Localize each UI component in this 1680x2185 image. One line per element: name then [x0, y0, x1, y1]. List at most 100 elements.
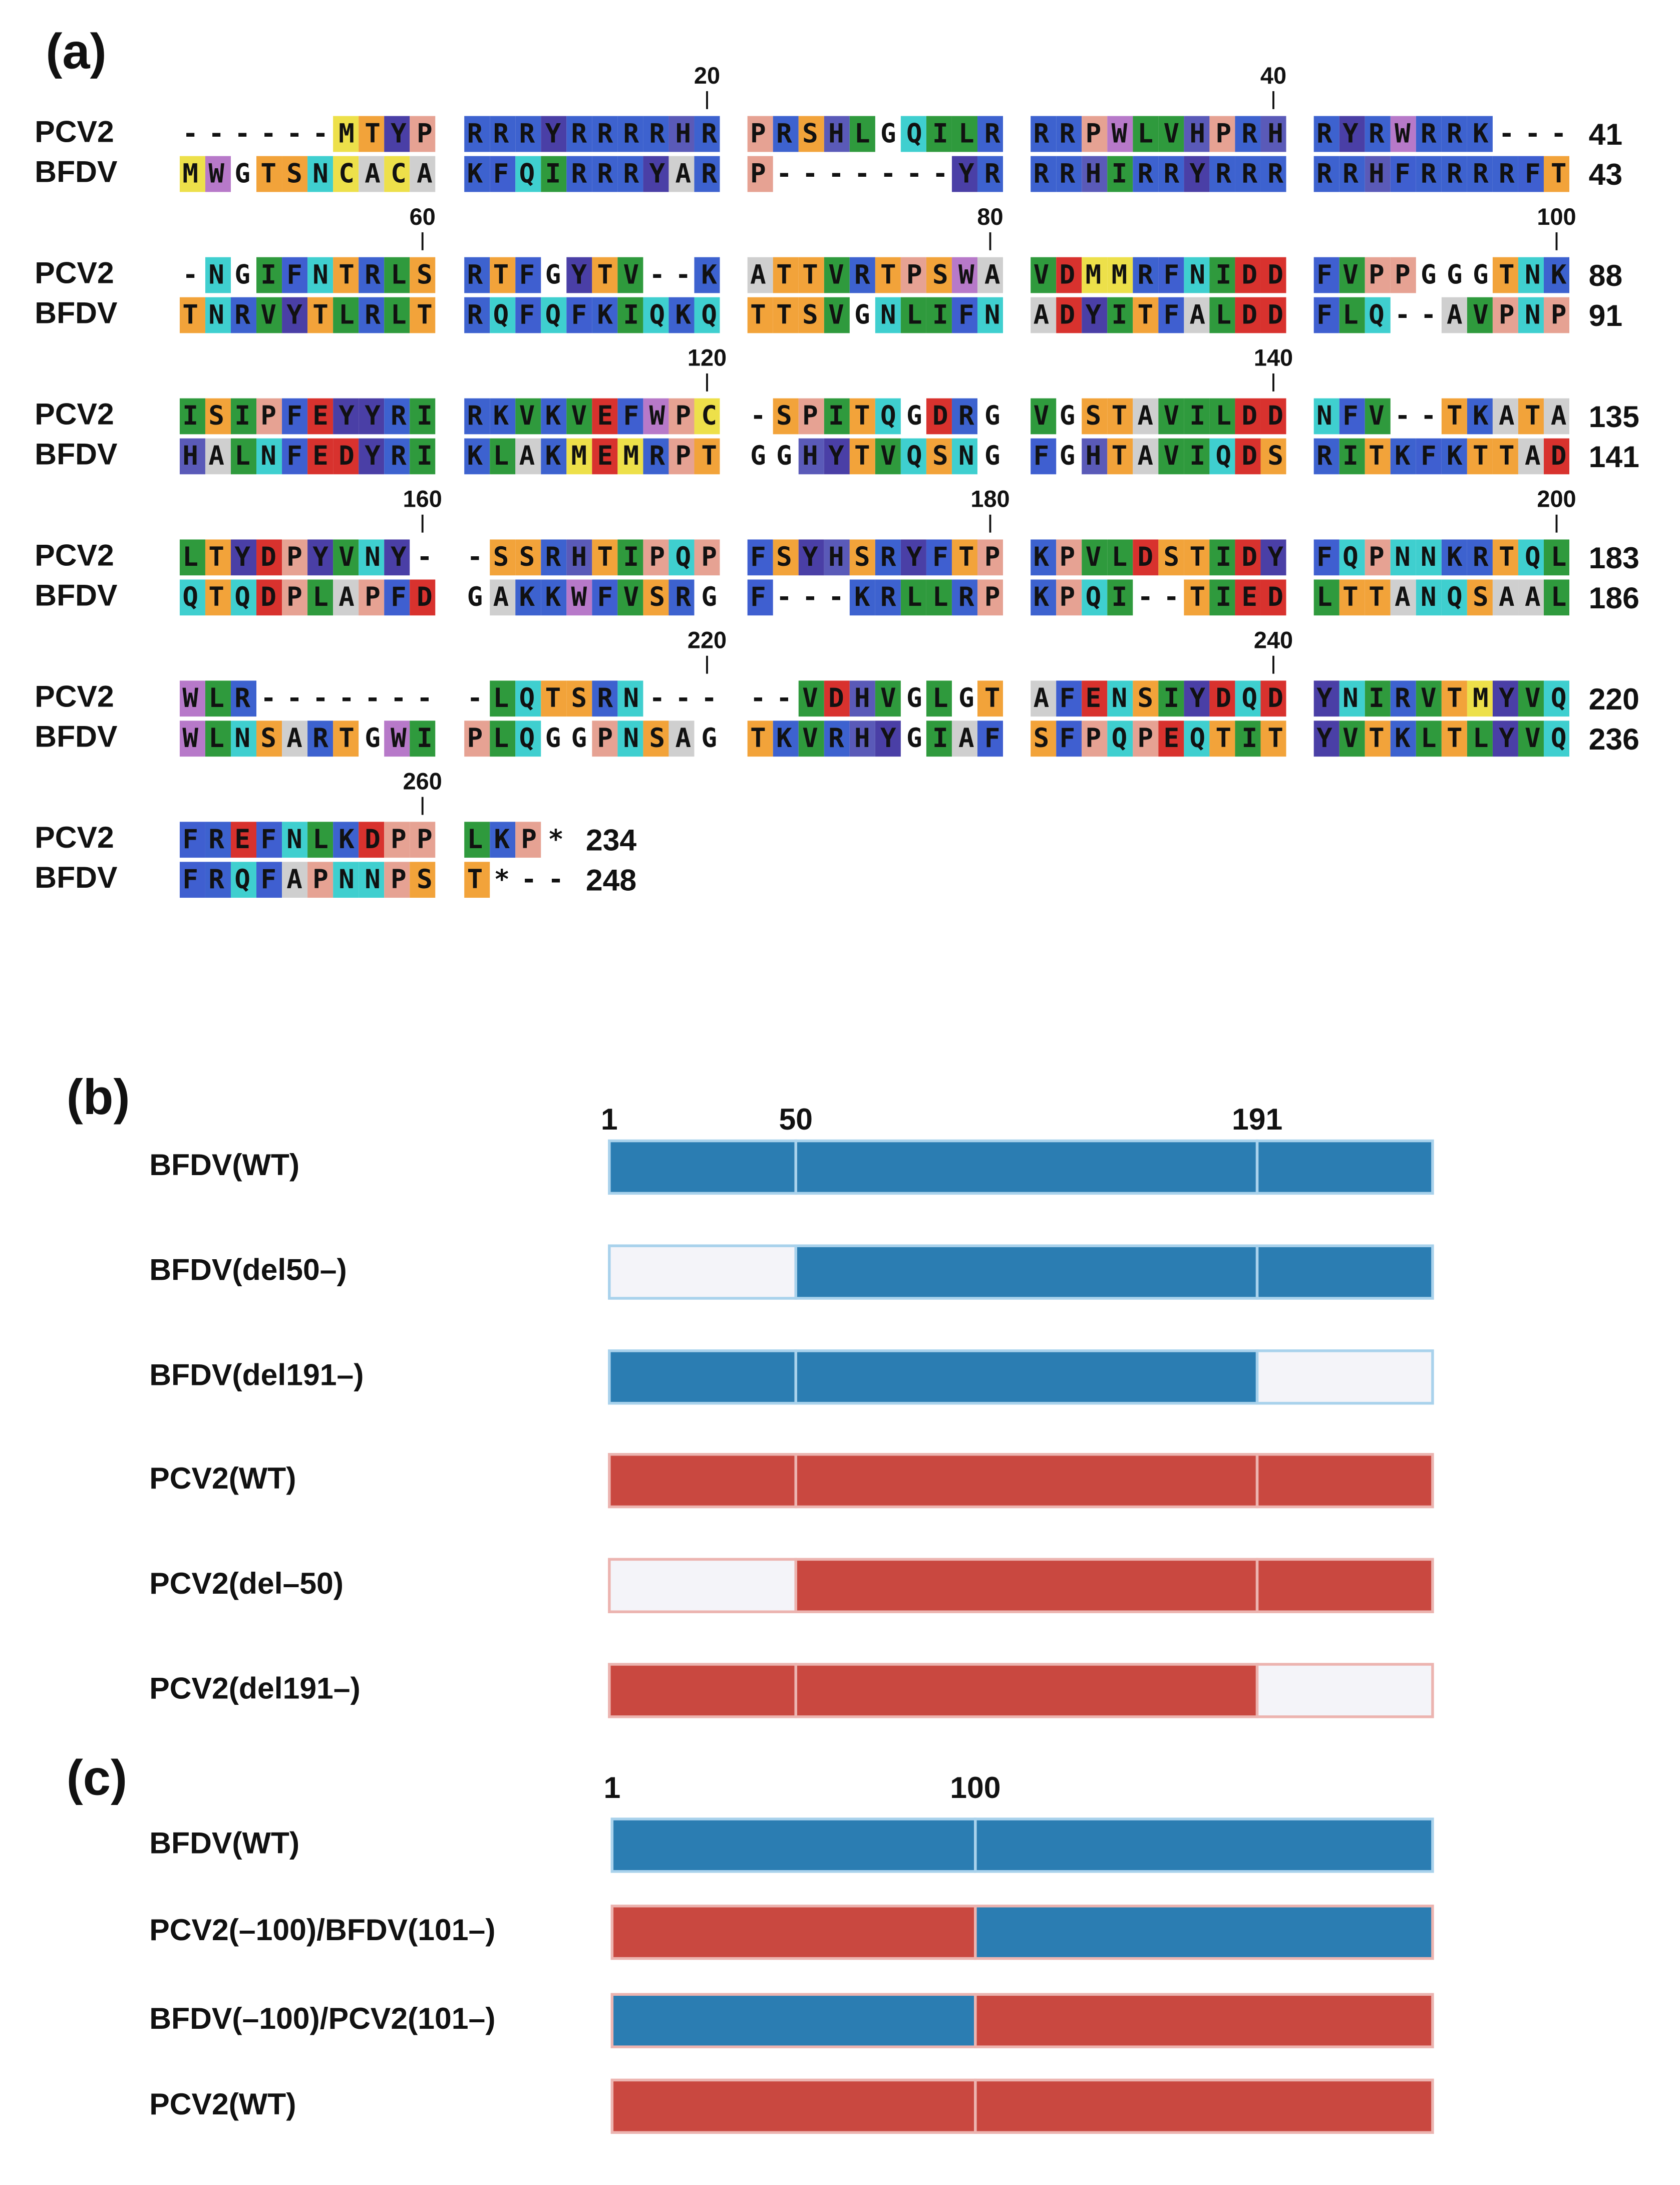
- residue-cell: [1390, 257, 1416, 293]
- residue-cell: [566, 680, 592, 717]
- residue-cell: [824, 539, 850, 576]
- residue-cell: [824, 438, 850, 475]
- residue-cell: [1339, 156, 1365, 192]
- residue-cell: [1365, 156, 1391, 192]
- residue-cell: [179, 822, 205, 858]
- construct-name: BFDV(del191–): [149, 1357, 364, 1391]
- residue-cell: [307, 862, 333, 898]
- residue-cell: [256, 822, 282, 858]
- residue-cell: [230, 680, 257, 717]
- residue-cell: [464, 297, 490, 333]
- residue-cell: [875, 579, 901, 616]
- sequence-name: PCV2: [35, 538, 114, 572]
- residue-cell: [1543, 680, 1570, 717]
- residue-cell: [617, 680, 643, 717]
- residue-cell: [1467, 539, 1493, 576]
- residue-cell: [1543, 539, 1570, 576]
- residue-cell: [1390, 579, 1416, 616]
- residue-cell: [307, 257, 333, 293]
- residue-cell: [926, 257, 952, 293]
- position-marker: 191: [1232, 1102, 1282, 1136]
- residue-cell: [1209, 257, 1235, 293]
- residue-cell: [668, 297, 695, 333]
- residue-cell: [668, 116, 695, 152]
- residue-cell: [951, 539, 977, 576]
- residue-cell: [384, 438, 410, 475]
- residue-cell: [282, 297, 308, 333]
- sequence-block: FVPPGGGTNK: [1316, 259, 1567, 290]
- residue-cell: [592, 156, 618, 192]
- residue-cell: [541, 156, 567, 192]
- residue-cell: [566, 539, 592, 576]
- residue-cell: [1416, 720, 1442, 757]
- residue-cell: [617, 297, 643, 333]
- construct-segment: [794, 1663, 1259, 1718]
- residue-cell: [1416, 116, 1442, 152]
- residue-cell: [1416, 539, 1442, 576]
- residue-cell: [515, 579, 541, 616]
- residue-cell: [668, 539, 695, 576]
- residue-cell: [464, 156, 490, 192]
- residue-cell: [798, 398, 824, 435]
- residue-cell: [747, 297, 773, 333]
- ruler-label: 140: [1254, 345, 1293, 371]
- residue-cell: [1365, 257, 1391, 293]
- construct-segment: [974, 1993, 1434, 2048]
- residue-cell: [359, 116, 385, 152]
- sequence-end: 41: [1589, 117, 1622, 151]
- residue-cell: [1339, 579, 1365, 616]
- residue-cell: [668, 438, 695, 475]
- residue-cell: [1313, 257, 1339, 293]
- residue-cell: [1365, 539, 1391, 576]
- residue-cell: [694, 116, 720, 152]
- residue-cell: [464, 822, 490, 858]
- residue-cell: [1339, 297, 1365, 333]
- residue-cell: [1209, 720, 1235, 757]
- residue-cell: [875, 680, 901, 717]
- residue-cell: [464, 116, 490, 152]
- residue-cell: [1518, 398, 1544, 435]
- residue-cell: [384, 720, 410, 757]
- residue-cell: [410, 862, 436, 898]
- construct-segment: [610, 1817, 977, 1873]
- residue-cell: [1518, 438, 1544, 475]
- residue-cell: [668, 398, 695, 435]
- position-marker: 100: [950, 1770, 1000, 1804]
- residue-cell: [1031, 156, 1057, 192]
- residue-cell: [282, 862, 308, 898]
- construct-segment: [794, 1349, 1259, 1405]
- residue-cell: [307, 720, 333, 757]
- residue-cell: [1107, 438, 1133, 475]
- residue-cell: [256, 297, 282, 333]
- construct-name: PCV2(WT): [149, 1461, 296, 1495]
- construct-name: BFDV(WT): [149, 1148, 299, 1182]
- residue-cell: [875, 720, 901, 757]
- residue-cell: [951, 579, 977, 616]
- residue-cell: [824, 257, 850, 293]
- residue-cell: [1467, 116, 1493, 152]
- residue-cell: [617, 116, 643, 152]
- residue-cell: [977, 579, 1003, 616]
- construct-name: BFDV(del50–): [149, 1253, 347, 1287]
- residue-cell: [592, 680, 618, 717]
- residue-cell: [490, 822, 516, 858]
- residue-cell: [1209, 116, 1235, 152]
- residue-cell: [1260, 156, 1286, 192]
- residue-cell: [900, 297, 926, 333]
- construct-segment: [608, 1663, 797, 1718]
- residue-cell: [1365, 398, 1391, 435]
- residue-cell: [926, 720, 952, 757]
- residue-cell: [773, 257, 799, 293]
- residue-cell: [1260, 398, 1286, 435]
- residue-cell: [333, 257, 359, 293]
- residue-cell: [1184, 297, 1210, 333]
- residue-cell: [256, 156, 282, 192]
- construct-segment: [608, 1244, 797, 1300]
- residue-cell: [1543, 297, 1570, 333]
- residue-cell: [798, 720, 824, 757]
- residue-cell: [1133, 116, 1159, 152]
- residue-cell: [230, 398, 257, 435]
- residue-cell: [230, 862, 257, 898]
- residue-cell: [1260, 116, 1286, 152]
- residue-cell: [515, 539, 541, 576]
